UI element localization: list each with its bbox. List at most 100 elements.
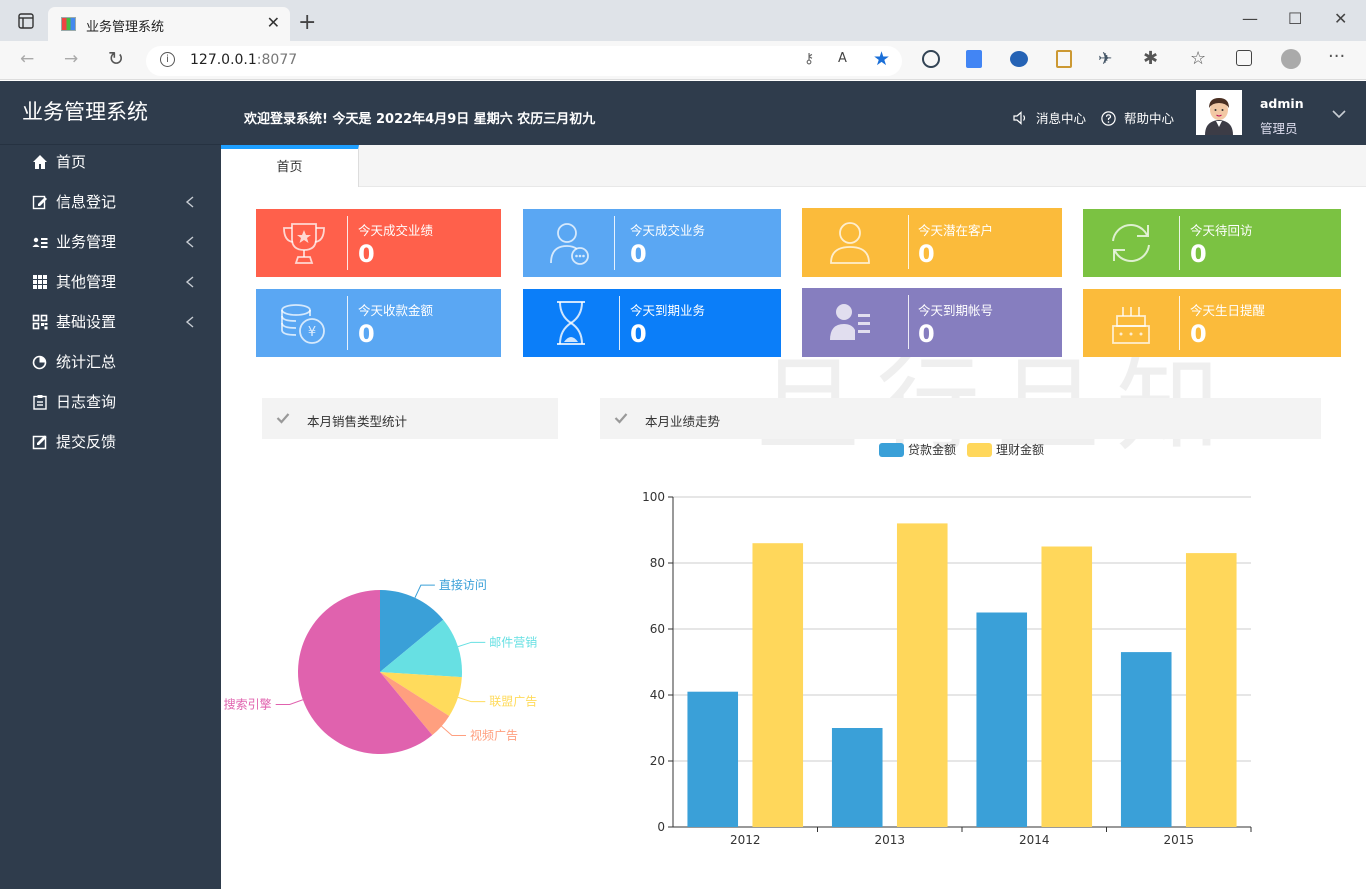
extension-4-icon[interactable]: ✈ bbox=[1098, 49, 1113, 69]
pie-slice bbox=[380, 619, 462, 678]
sidebar-item-feedback[interactable]: 提交反馈 bbox=[0, 422, 221, 462]
sidebar-item-statistics[interactable]: 统计汇总 bbox=[0, 342, 221, 382]
user-name[interactable]: admin bbox=[1260, 96, 1304, 111]
id-card-icon bbox=[32, 237, 48, 248]
card-divider bbox=[1179, 216, 1180, 270]
back-icon[interactable]: ← bbox=[20, 49, 35, 69]
close-tab-icon[interactable]: ✕ bbox=[266, 13, 280, 32]
more-menu-icon[interactable]: ··· bbox=[1328, 46, 1346, 67]
hourglass-icon bbox=[557, 301, 585, 345]
bar-panel-title: 本月业绩走势 bbox=[645, 414, 721, 429]
avatar[interactable] bbox=[1196, 90, 1242, 135]
close-window-icon[interactable]: ✕ bbox=[1334, 9, 1348, 28]
stat-card-pending-visits[interactable]: 今天待回访 0 bbox=[1083, 209, 1341, 277]
bar bbox=[752, 543, 804, 827]
url-field[interactable]: i 127.0.0.1:8077 ⚷ A ★ bbox=[146, 46, 902, 76]
app-logo: 业务管理系统 bbox=[0, 81, 221, 145]
bar bbox=[831, 728, 883, 827]
forward-icon[interactable]: → bbox=[64, 49, 79, 69]
message-center-link[interactable]: 消息中心 bbox=[1013, 108, 1086, 127]
minimize-icon[interactable]: — bbox=[1242, 9, 1258, 28]
key-icon[interactable]: ⚷ bbox=[804, 51, 815, 67]
sidebar-item-label: 基础设置 bbox=[56, 313, 117, 331]
help-circle-icon bbox=[1101, 111, 1116, 126]
stat-card-payments[interactable]: ¥ 今天收款金额 0 bbox=[256, 289, 501, 357]
stat-card-birthdays[interactable]: 今天生日提醒 0 bbox=[1083, 289, 1341, 357]
pie-label-line bbox=[457, 696, 486, 703]
url-host: 127.0.0.1 bbox=[190, 52, 257, 68]
maximize-icon[interactable]: ☐ bbox=[1288, 9, 1303, 28]
trophy-icon bbox=[283, 223, 325, 264]
sidebar-item-business[interactable]: 业务管理 bbox=[0, 222, 221, 262]
extensions-icon[interactable]: ✱ bbox=[1143, 48, 1159, 69]
y-tick-label: 0 bbox=[657, 820, 665, 834]
sidebar-item-label: 业务管理 bbox=[56, 233, 117, 251]
chevron-down-icon[interactable] bbox=[1332, 107, 1346, 121]
cake-icon bbox=[1112, 307, 1150, 344]
card-divider bbox=[614, 216, 615, 270]
browser-tab-bar: 业务管理系统 ✕ + — ☐ ✕ bbox=[0, 0, 1366, 41]
card-divider bbox=[347, 216, 348, 270]
pie-label: 视频广告 bbox=[470, 727, 518, 742]
user-chat-icon bbox=[550, 223, 589, 265]
stat-card-potential-customers[interactable]: 今天潜在客户 0 bbox=[802, 208, 1062, 277]
extension-1-icon[interactable] bbox=[922, 50, 940, 68]
message-center-label: 消息中心 bbox=[1035, 111, 1086, 126]
extension-2-icon[interactable] bbox=[1010, 51, 1028, 67]
favorites-icon[interactable]: ☆ bbox=[1190, 48, 1207, 69]
pie-label: 直接访问 bbox=[439, 577, 487, 592]
read-aloud-icon[interactable]: A bbox=[838, 51, 847, 66]
legend-swatch bbox=[879, 443, 904, 457]
help-center-link[interactable]: 帮助中心 bbox=[1101, 108, 1174, 127]
browser-tab-title: 业务管理系统 bbox=[86, 20, 165, 35]
top-header: 欢迎登录系统! 今天是 2022年4月9日 星期六 农历三月初九 消息中心 帮助… bbox=[221, 81, 1366, 145]
stat-card-today-business[interactable]: 今天成交业务 0 bbox=[523, 209, 781, 277]
favorite-star-icon[interactable]: ★ bbox=[873, 48, 891, 70]
sidebar-item-other[interactable]: 其他管理 bbox=[0, 262, 221, 302]
pie-panel-header: 本月销售类型统计 bbox=[262, 398, 558, 439]
sidebar-item-basic-settings[interactable]: 基础设置 bbox=[0, 302, 221, 342]
pie-slice bbox=[380, 590, 444, 672]
welcome-text: 欢迎登录系统! 今天是 2022年4月9日 星期六 农历三月初九 bbox=[244, 112, 596, 127]
stat-card-expiring-accounts[interactable]: 今天到期帐号 0 bbox=[802, 288, 1062, 357]
card-value: 0 bbox=[918, 320, 935, 348]
tab-actions-icon[interactable] bbox=[18, 13, 34, 29]
tab-home[interactable]: 首页 bbox=[221, 145, 359, 187]
y-tick-label: 80 bbox=[650, 556, 665, 570]
collections-icon[interactable] bbox=[1236, 50, 1252, 66]
sidebar-item-home[interactable]: 首页 bbox=[0, 142, 221, 182]
translate-icon[interactable] bbox=[966, 50, 982, 68]
help-center-label: 帮助中心 bbox=[1123, 111, 1174, 126]
reload-icon[interactable]: ↻ bbox=[108, 48, 124, 70]
pie-label: 联盟广告 bbox=[489, 695, 537, 709]
card-divider bbox=[347, 296, 348, 350]
legend-swatch bbox=[967, 443, 992, 457]
sidebar-item-logs[interactable]: 日志查询 bbox=[0, 382, 221, 422]
card-value: 0 bbox=[358, 320, 375, 348]
y-tick-label: 20 bbox=[650, 754, 665, 768]
x-tick-label: 2012 bbox=[730, 833, 761, 847]
check-icon bbox=[276, 413, 290, 424]
browser-tab[interactable]: 业务管理系统 ✕ bbox=[48, 7, 290, 41]
legend-label: 理财金额 bbox=[996, 442, 1044, 457]
card-divider bbox=[1179, 296, 1180, 350]
qrcode-icon bbox=[32, 314, 48, 330]
stat-card-expiring-business[interactable]: 今天到期业务 0 bbox=[523, 289, 781, 357]
profile-icon[interactable] bbox=[1281, 49, 1301, 69]
page-tab-strip: 首页 bbox=[221, 145, 1366, 187]
sidebar-item-label: 信息登记 bbox=[56, 193, 117, 211]
pie-label-line bbox=[457, 641, 486, 648]
card-label: 今天生日提醒 bbox=[1190, 303, 1266, 318]
extension-3-icon[interactable] bbox=[1056, 50, 1072, 68]
pencil-square-icon bbox=[32, 435, 47, 450]
sidebar-item-label: 日志查询 bbox=[56, 393, 117, 411]
card-label: 今天到期帐号 bbox=[918, 303, 994, 318]
sidebar-item-info-register[interactable]: 信息登记 bbox=[0, 182, 221, 222]
check-icon bbox=[614, 413, 628, 424]
x-tick-label: 2013 bbox=[874, 833, 905, 847]
card-value: 0 bbox=[358, 240, 375, 268]
info-icon[interactable]: i bbox=[160, 52, 175, 67]
stat-card-today-deals[interactable]: 今天成交业绩 0 bbox=[256, 209, 501, 277]
new-tab-icon[interactable]: + bbox=[298, 10, 317, 35]
pie-slice bbox=[297, 590, 433, 754]
